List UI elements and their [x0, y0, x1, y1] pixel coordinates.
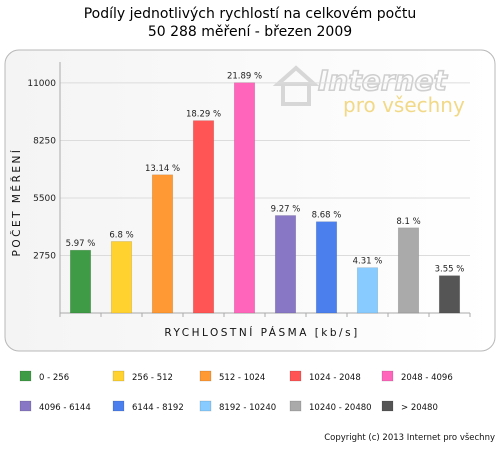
data-label: 9.27 %: [271, 204, 301, 214]
bar: [192, 120, 215, 314]
y-axis-label: POČET MĚŘENÍ: [10, 148, 23, 257]
bar: [274, 215, 297, 314]
legend-swatch: [19, 400, 32, 412]
bar: [69, 249, 92, 314]
legend-label: 6144 - 8192: [132, 403, 184, 413]
bar: [110, 241, 133, 314]
legend-swatch: [381, 400, 394, 412]
watermark-line1: Internet: [318, 64, 448, 97]
legend-swatch: [19, 370, 32, 382]
copyright-text: Copyright (c) 2013 Internet pro všechny: [324, 432, 495, 443]
legend-label: 256 - 512: [132, 373, 173, 383]
house-logo-icon: [272, 65, 320, 106]
legend-swatch: [381, 370, 394, 382]
data-label: 6.8 %: [109, 230, 133, 240]
y-tick-label: 8250: [33, 136, 56, 146]
legend-label: 4096 - 6144: [39, 403, 91, 413]
legend-swatch: [289, 370, 302, 382]
bar: [315, 221, 338, 314]
legend: 0 - 256 256 - 512 512 - 1024 1024 - 2048 204…: [19, 370, 453, 413]
data-label: 8.1 %: [396, 217, 420, 227]
legend-swatch: [199, 370, 212, 382]
legend-item: 2048 - 4096: [381, 370, 453, 383]
data-label: 13.14 %: [145, 164, 180, 174]
legend-label: 0 - 256: [39, 373, 69, 383]
legend-item: 8192 - 10240: [199, 400, 276, 413]
bar: [233, 82, 256, 314]
bar: [356, 267, 379, 314]
data-label: 3.55 %: [435, 265, 465, 275]
bar: [438, 275, 461, 314]
legend-swatch: [289, 400, 302, 412]
chart-title: Podíly jednotlivých rychlostí na celkové…: [84, 6, 417, 22]
y-tick-label: 2750: [33, 251, 56, 261]
legend-label: > 20480: [401, 403, 438, 413]
bar: [397, 227, 420, 314]
y-tick-label: 5500: [33, 194, 56, 204]
y-tick-label: 11000: [27, 79, 56, 89]
legend-item: 10240 - 20480: [289, 400, 372, 413]
legend-item: > 20480: [381, 400, 438, 413]
watermark-line2: pro všechny: [343, 93, 465, 117]
watermark: Internet pro všechny: [272, 63, 465, 117]
legend-swatch: [112, 400, 125, 412]
data-label: 4.31 %: [353, 257, 383, 267]
legend-item: 6144 - 8192: [112, 400, 184, 413]
legend-label: 2048 - 4096: [401, 373, 453, 383]
legend-label: 10240 - 20480: [309, 403, 372, 413]
legend-item: 0 - 256: [19, 370, 69, 383]
data-label: 21.89 %: [227, 72, 262, 82]
legend-label: 1024 - 2048: [309, 373, 361, 383]
legend-label: 512 - 1024: [219, 373, 265, 383]
data-label: 8.68 %: [312, 211, 342, 221]
x-axis-label: RYCHLOSTNÍ PÁSMA [kb/s]: [164, 326, 359, 339]
data-label: 5.97 %: [66, 239, 96, 249]
data-label: 18.29 %: [186, 110, 221, 120]
bar: [151, 174, 174, 314]
bars: [69, 82, 461, 314]
legend-item: 512 - 1024: [199, 370, 265, 383]
data-labels: 5.97 % 6.8 % 13.14 % 18.29 % 21.89 % 9.27 % 8.…: [66, 72, 465, 275]
legend-item: 4096 - 6144: [19, 400, 91, 413]
legend-swatch: [199, 400, 212, 412]
legend-item: 1024 - 2048: [289, 370, 361, 383]
chart-subtitle: 50 288 měření - březen 2009: [148, 24, 352, 40]
legend-item: 256 - 512: [112, 370, 173, 383]
y-axis-ticks: 2750 5500 8250 11000: [27, 79, 56, 262]
legend-swatch: [112, 370, 125, 382]
legend-label: 8192 - 10240: [219, 403, 276, 413]
